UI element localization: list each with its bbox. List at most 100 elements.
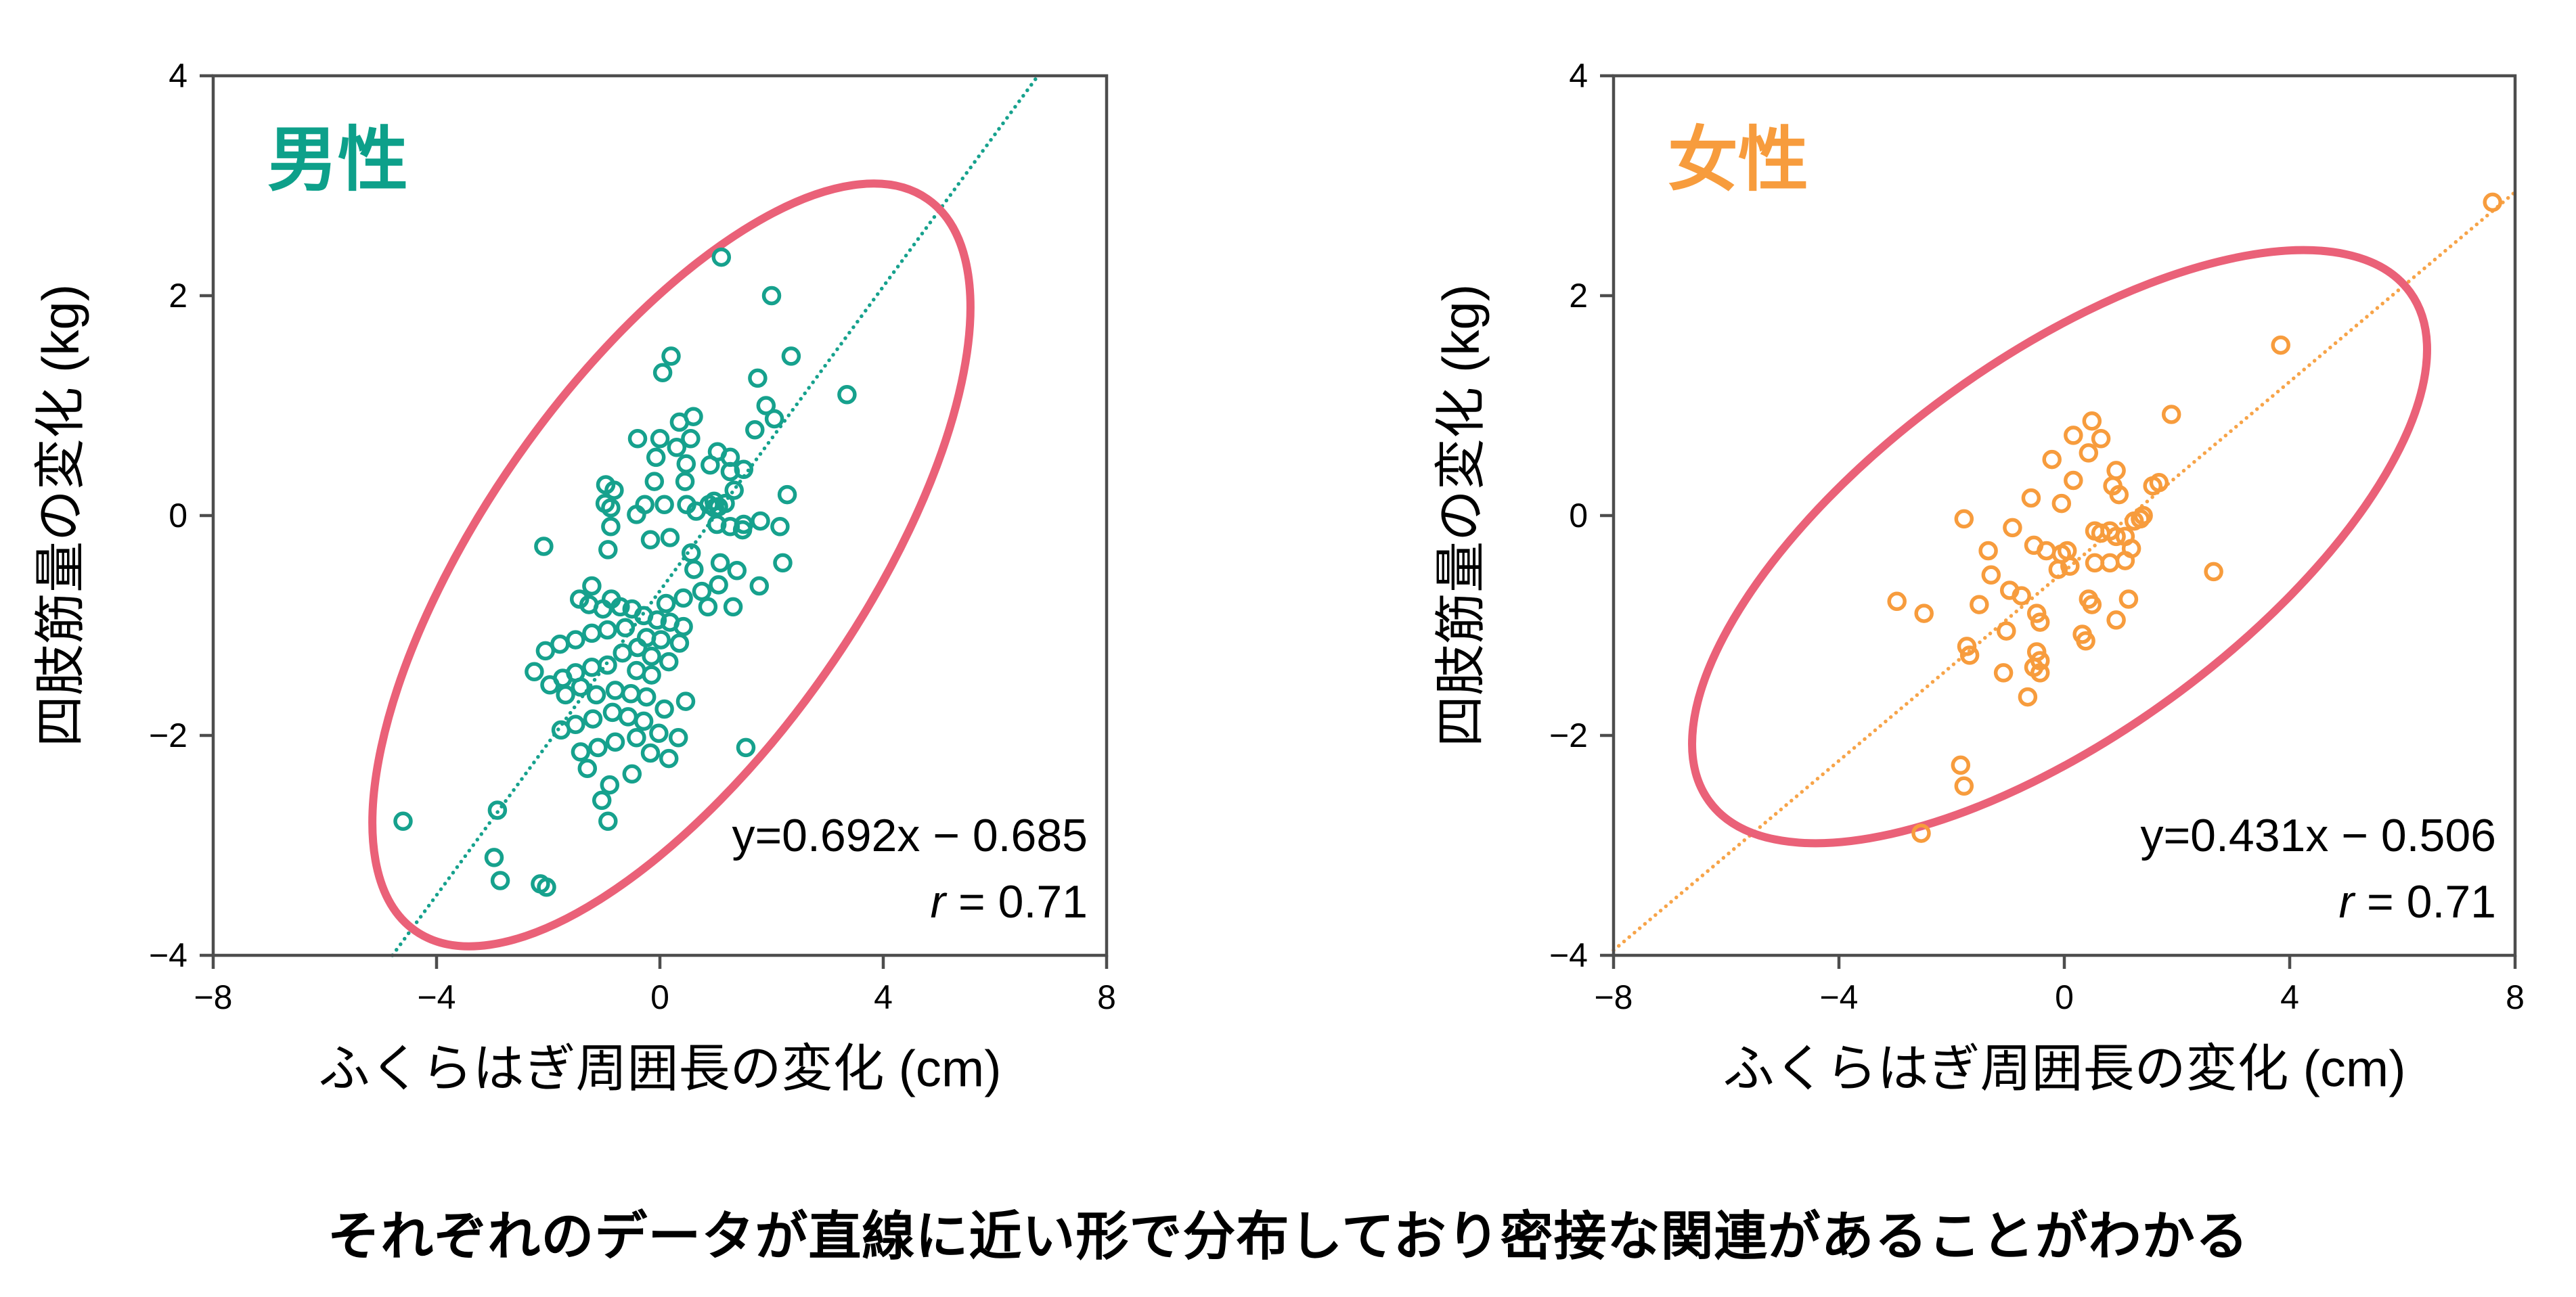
scatter-point [724, 480, 744, 500]
scatter-point [2133, 505, 2153, 526]
scatter-point [642, 646, 661, 666]
scatter-point [2030, 651, 2050, 670]
y-tick-label: 4 [1569, 57, 1588, 95]
scatter-point [582, 658, 602, 677]
scatter-point [2060, 556, 2080, 576]
scatter-point [1954, 776, 1974, 796]
x-tick-label: 8 [1097, 978, 1116, 1016]
panel-title: 男性 [267, 121, 408, 200]
scatter-point [652, 363, 673, 383]
scatter-point [490, 871, 510, 890]
scatter-point [684, 560, 704, 579]
x-tick-label: 0 [2055, 978, 2074, 1016]
scatter-point [2026, 642, 2047, 662]
scatter-point [605, 732, 625, 752]
scatter-point [701, 455, 720, 475]
scatter-point [1993, 663, 2014, 683]
scatter-point [686, 501, 706, 521]
r-value-label: r = 0.71 [2339, 876, 2497, 928]
scatter-point [640, 530, 661, 550]
scatter-point [732, 520, 753, 540]
scatter-point [644, 472, 665, 491]
scatter-point [1914, 604, 1934, 623]
scatter-point [615, 618, 636, 638]
scatter-point [710, 553, 730, 573]
y-tick-label: 2 [169, 277, 187, 315]
scatter-point [1997, 621, 2016, 641]
scatter-point [2064, 470, 2083, 491]
y-tick-label: −4 [1549, 936, 1588, 974]
x-tick-label: −8 [194, 978, 232, 1016]
scatter-point [2106, 526, 2126, 547]
equation-label: y=0.431x − 0.506 [2140, 810, 2496, 861]
scatter-point [2106, 461, 2126, 480]
scatter-point [642, 665, 661, 685]
scatter-point [1978, 541, 1998, 561]
scatter-point [2161, 405, 2181, 424]
scatter-point [748, 368, 768, 388]
scatter-point [571, 677, 591, 697]
scatter-point [627, 429, 648, 449]
scatter-point [525, 662, 544, 682]
scatter-point [646, 447, 666, 468]
scatter-point [601, 517, 621, 537]
scatter-point [837, 385, 857, 405]
scatter-point [582, 576, 602, 596]
scatter-point [610, 597, 630, 617]
x-tick-label: 8 [2506, 978, 2525, 1016]
scatter-point [781, 346, 801, 366]
scatter-point [654, 495, 674, 515]
scatter-point [598, 540, 618, 560]
scatter-point [650, 429, 670, 449]
scatter-point [673, 588, 693, 608]
scatter-point [2204, 562, 2223, 582]
scatter-point [636, 687, 657, 707]
scatter-point [2051, 493, 2072, 514]
y-tick-label: −2 [1549, 716, 1588, 754]
scatter-point [566, 630, 585, 650]
scatter-point [736, 737, 756, 758]
scatter-point [727, 561, 747, 581]
scatter-point [659, 652, 679, 672]
scatter-point [2076, 631, 2095, 651]
scatter-point [651, 630, 671, 650]
scatter-point [751, 511, 770, 531]
scatter-point [600, 775, 620, 795]
scatter-point [602, 702, 623, 723]
scatter-point [711, 247, 732, 267]
scatter-point [487, 800, 508, 820]
scatter-point [2048, 560, 2068, 579]
x-tick-label: 4 [874, 978, 893, 1016]
scatter-point [627, 728, 646, 748]
scatter-point [647, 610, 667, 630]
scatter-point [668, 728, 688, 748]
scatter-point [681, 429, 701, 449]
y-tick-label: −4 [149, 936, 187, 974]
scatter-point [720, 447, 740, 468]
scatter-point [705, 498, 725, 518]
scatter-point [618, 707, 638, 727]
scatter-point [2082, 595, 2102, 614]
scatter-point [698, 597, 718, 617]
scatter-point [537, 878, 556, 897]
scatter-point [660, 528, 680, 547]
scatter-point [2085, 553, 2105, 573]
figure-caption: それぞれのデータが直線に近い形で分布しており密接な関連があることがわかる [327, 1206, 2249, 1266]
scatter-point [2030, 612, 2050, 632]
scatter-point [640, 743, 661, 763]
scatter-point [2003, 518, 2022, 538]
scatter-point [2483, 192, 2502, 212]
scatter-point [2109, 484, 2129, 505]
scatter-point [777, 484, 797, 505]
scatter-point [2026, 604, 2047, 623]
scatter-point [540, 675, 560, 695]
scatter-point [709, 575, 728, 595]
scatter-point [1887, 591, 1907, 612]
scatter-point [2118, 589, 2139, 609]
scatter-point [601, 498, 621, 518]
y-tick-label: −2 [149, 716, 187, 754]
scatter-point [2100, 553, 2120, 573]
x-tick-label: −8 [1594, 978, 1633, 1016]
